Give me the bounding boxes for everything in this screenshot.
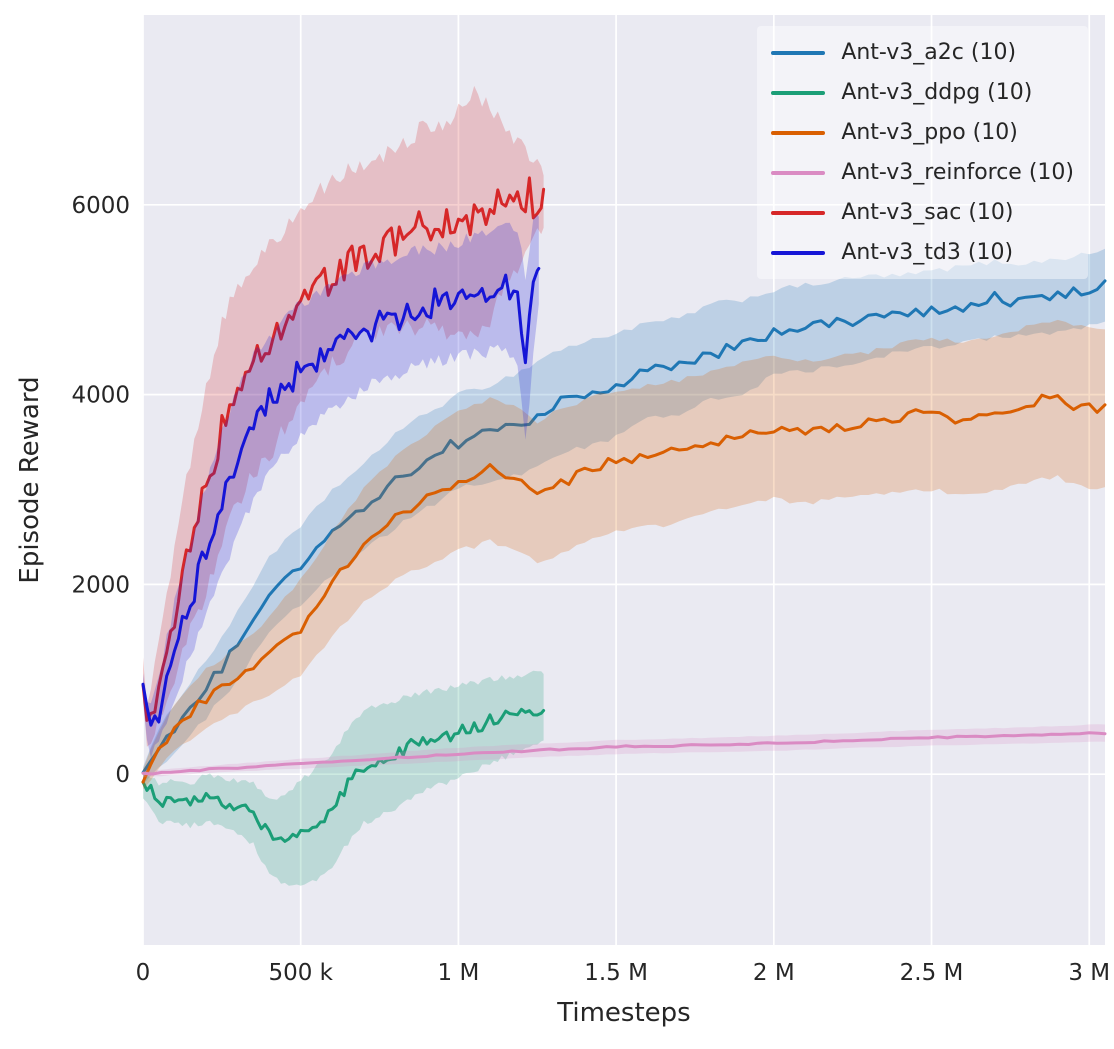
legend-item-sac: Ant-v3_sac (10) [771,196,1074,229]
legend-line-swatch [771,250,826,255]
legend-item-a2c: Ant-v3_a2c (10) [771,36,1074,69]
legend-label: Ant-v3_a2c (10) [841,40,1017,65]
svg-text:1 M: 1 M [438,960,480,986]
legend: Ant-v3_a2c (10) Ant-v3_ddpg (10) Ant-v3_… [757,26,1088,279]
x-axis-label: Timesteps [557,998,691,1028]
legend-item-ppo: Ant-v3_ppo (10) [771,116,1074,149]
svg-text:2.5 M: 2.5 M [900,960,964,986]
legend-label: Ant-v3_td3 (10) [841,240,1014,265]
legend-line-swatch [771,170,826,175]
svg-text:0: 0 [136,960,151,986]
legend-line-swatch [771,90,826,95]
svg-text:500 k: 500 k [268,960,333,986]
legend-item-ddpg: Ant-v3_ddpg (10) [771,76,1074,109]
legend-item-td3: Ant-v3_td3 (10) [771,236,1074,269]
legend-item-reinforce: Ant-v3_reinforce (10) [771,156,1074,189]
svg-text:2000: 2000 [71,572,130,598]
svg-text:2 M: 2 M [753,960,795,986]
svg-text:4000: 4000 [71,383,130,409]
legend-label: Ant-v3_ddpg (10) [841,80,1033,105]
y-axis-label: Episode Reward [15,376,45,584]
legend-label: Ant-v3_ppo (10) [841,120,1018,145]
legend-line-swatch [771,210,826,215]
legend-label: Ant-v3_reinforce (10) [841,160,1074,185]
legend-label: Ant-v3_sac (10) [841,200,1014,225]
svg-text:1.5 M: 1.5 M [584,960,648,986]
svg-text:3 M: 3 M [1068,960,1110,986]
svg-text:6000: 6000 [71,193,130,219]
svg-text:0: 0 [115,762,130,788]
legend-line-swatch [771,130,826,135]
legend-line-swatch [771,50,826,55]
